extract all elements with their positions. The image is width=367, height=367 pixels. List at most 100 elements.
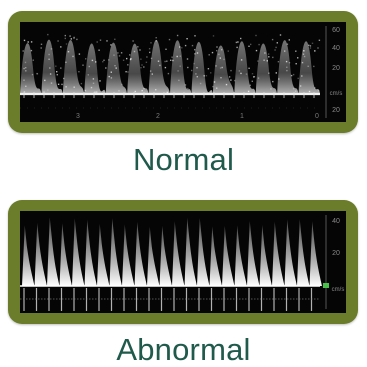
spectral-speckle	[317, 47, 319, 49]
spectral-speckle	[271, 38, 274, 41]
spectral-spike	[72, 218, 85, 286]
spectral-speckle	[73, 86, 75, 88]
spectral-speckle	[286, 43, 289, 45]
spectral-speckle	[141, 64, 143, 66]
spectral-speckle	[47, 33, 49, 36]
spectral-speckle	[297, 77, 299, 80]
scale-label: 40	[332, 45, 340, 52]
spectral-speckle	[85, 58, 87, 60]
spectral-waveform	[277, 40, 299, 94]
spectral-spike	[297, 219, 310, 286]
spectral-speckle	[132, 40, 134, 42]
spectral-speckle	[187, 66, 189, 69]
spectral-speckle	[72, 55, 74, 58]
spectral-speckle	[258, 43, 260, 46]
scale-unit-label: cm/s	[332, 287, 345, 293]
spectral-speckle	[221, 66, 223, 69]
spectral-speckle	[96, 41, 98, 43]
spectral-spike	[234, 225, 247, 286]
spectral-speckle	[177, 70, 179, 72]
spectral-speckle	[120, 52, 123, 54]
spectral-spike	[309, 221, 322, 286]
spectral-speckle	[216, 46, 218, 48]
spectral-waveform	[148, 39, 170, 94]
time-label: 2	[156, 113, 160, 120]
spectral-speckle	[275, 72, 277, 74]
spectral-speckle	[31, 73, 34, 76]
spectral-speckle	[149, 70, 152, 72]
spectral-waveform	[62, 39, 85, 94]
spectral-speckle	[318, 90, 320, 92]
spectral-spike	[284, 219, 297, 286]
spectral-speckle	[44, 79, 46, 82]
spectral-speckle	[286, 66, 288, 68]
spectral-speckle	[299, 85, 302, 87]
spectral-speckle	[313, 65, 315, 68]
spectral-speckle	[105, 67, 107, 69]
spectral-speckle	[91, 59, 94, 62]
spectral-speckle	[166, 91, 168, 94]
spectral-speckle	[99, 80, 101, 82]
spectral-speckle	[288, 39, 290, 41]
spectral-speckle	[65, 43, 68, 45]
spectral-speckle	[194, 49, 196, 51]
normal-doppler-spectrum: 60 40 20 cm/s 20 3 2 1 0	[20, 26, 342, 120]
spectral-speckle	[186, 38, 188, 40]
spectral-speckle	[284, 50, 286, 52]
spectral-speckle	[36, 73, 39, 75]
spectral-spike	[84, 219, 97, 286]
spectral-speckle	[24, 61, 27, 64]
spectral-waveform	[234, 41, 256, 94]
spectral-speckle	[251, 73, 254, 75]
abnormal-doppler-screen: 40 20 cm/s	[20, 211, 346, 313]
spectral-speckle	[272, 80, 274, 83]
spectral-speckle	[235, 41, 238, 44]
spectral-speckle	[76, 38, 78, 41]
spectral-speckle	[248, 67, 250, 69]
spectral-speckle	[295, 90, 297, 92]
scale-label: 40	[332, 218, 340, 225]
spectral-speckle	[314, 50, 316, 52]
time-label: 3	[76, 113, 80, 120]
spectral-spike	[159, 225, 172, 286]
spectral-speckle	[292, 88, 295, 90]
scale-label: 20	[332, 250, 340, 257]
spectral-speckle	[49, 73, 52, 75]
spectral-speckle	[155, 40, 157, 42]
spectral-speckle	[207, 68, 210, 70]
spectral-speckle	[186, 58, 189, 60]
spectral-speckle	[32, 59, 34, 61]
spectral-speckle	[176, 55, 178, 58]
spectral-speckle	[151, 73, 153, 75]
spectral-waveform	[255, 43, 278, 94]
spectral-speckle	[275, 46, 277, 49]
spectral-speckle	[255, 49, 258, 52]
spectral-speckle	[134, 90, 136, 93]
spectral-waveform	[298, 41, 320, 94]
spectral-speckle	[25, 67, 27, 69]
spectral-speckle	[143, 87, 145, 90]
spectral-waveform	[20, 43, 42, 94]
spectral-speckle	[264, 52, 266, 54]
spectral-speckle	[237, 41, 239, 43]
spectral-speckle	[92, 78, 95, 80]
spectral-spike	[109, 218, 122, 286]
spectral-speckle	[56, 74, 58, 76]
spectral-speckle	[286, 69, 288, 72]
spectral-speckle	[219, 57, 221, 59]
spectral-speckle	[227, 50, 229, 52]
spectral-speckle	[143, 66, 145, 68]
spectral-speckle	[303, 50, 305, 52]
spectral-speckle	[60, 46, 62, 48]
spectral-speckle	[295, 50, 297, 52]
spectral-speckle	[49, 67, 51, 69]
spectral-spike	[47, 217, 60, 286]
spectral-speckle	[102, 61, 104, 63]
spectral-speckle	[193, 62, 195, 65]
spectral-speckle	[253, 76, 255, 78]
spectral-speckle	[255, 34, 257, 37]
spectral-speckle	[118, 55, 121, 57]
spectral-speckle	[60, 67, 62, 69]
spectral-speckle	[187, 87, 189, 90]
